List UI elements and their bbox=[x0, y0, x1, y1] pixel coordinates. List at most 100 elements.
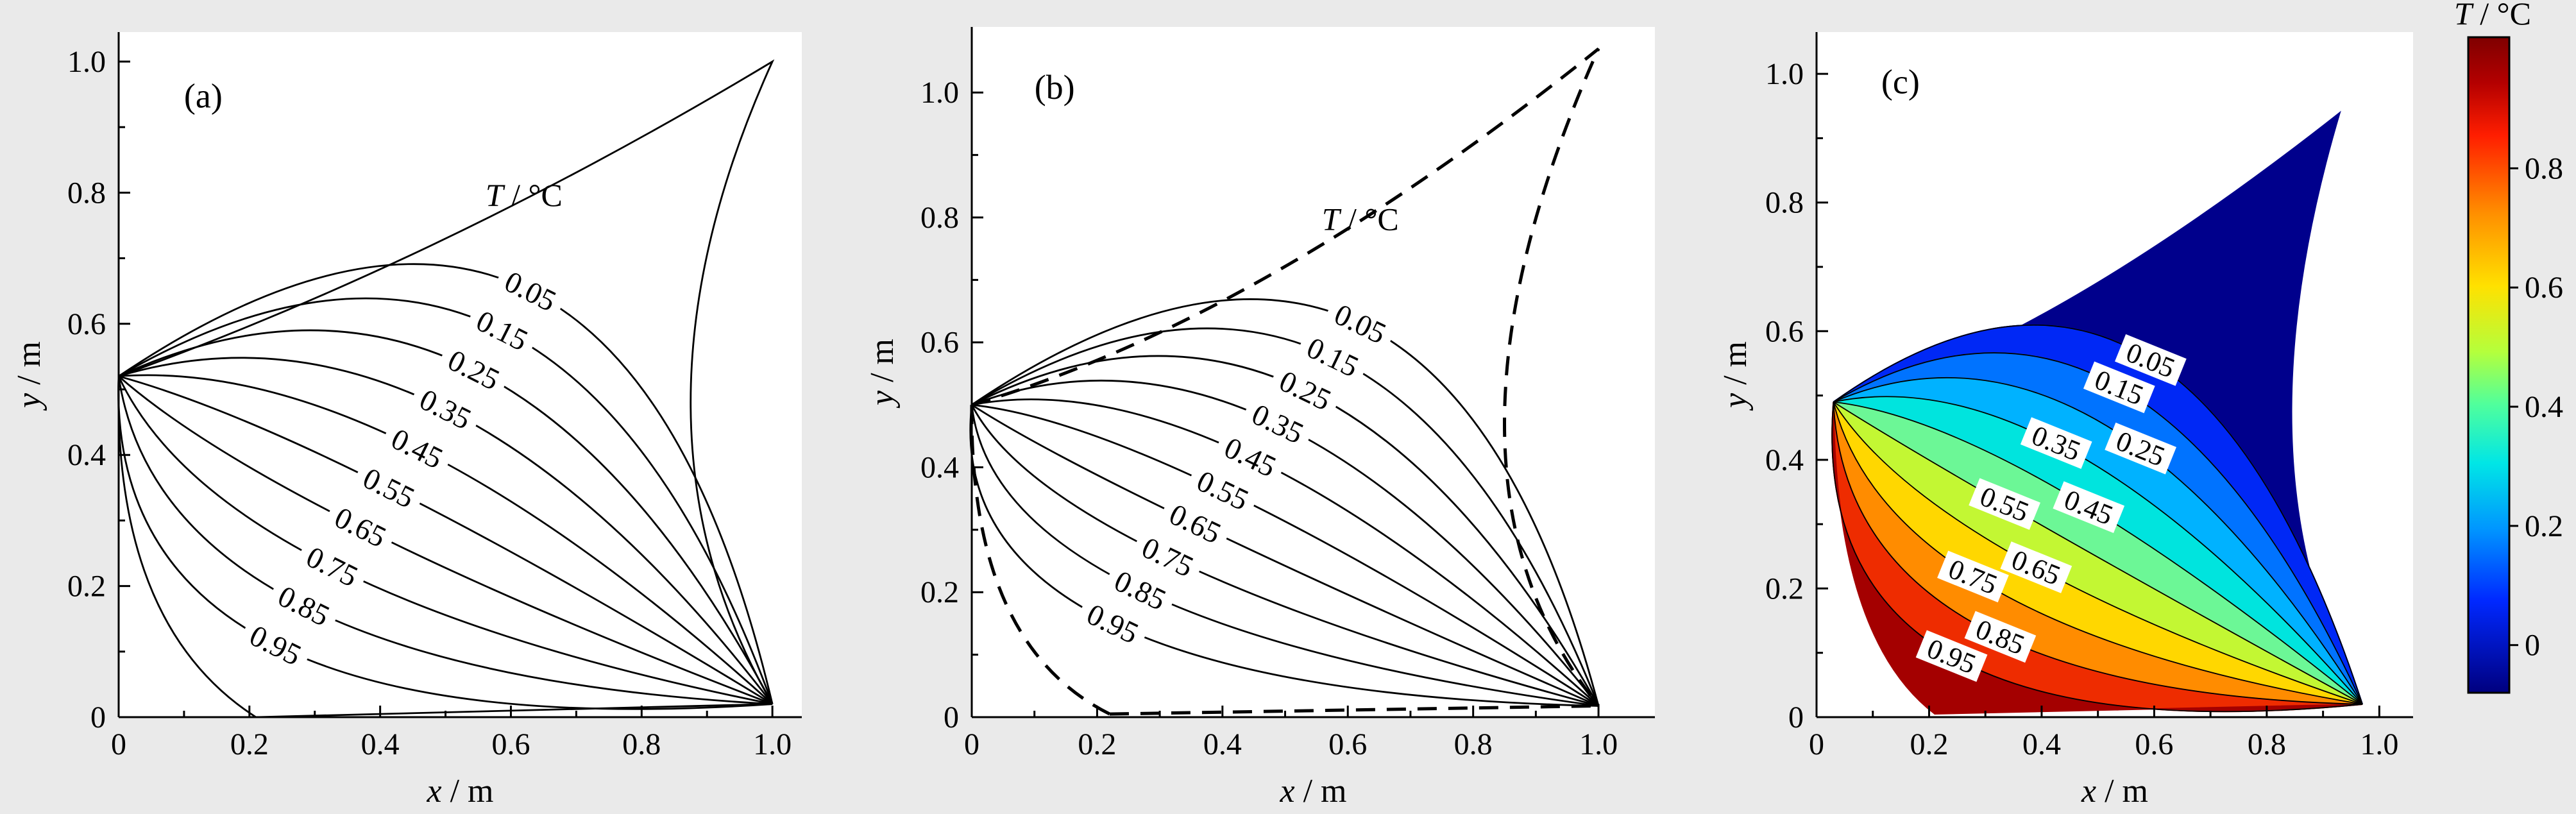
y-tick-label: 0.6 bbox=[1765, 314, 1804, 348]
contour-line bbox=[1833, 377, 2363, 705]
contour-label-bg bbox=[379, 418, 455, 479]
y-axis-label: y / m bbox=[1717, 341, 1754, 411]
contour-label-bg bbox=[2020, 417, 2092, 469]
y-tick-label: 1.0 bbox=[1765, 57, 1804, 91]
contour-label-bg bbox=[2115, 334, 2187, 386]
x-tick-label: 1.0 bbox=[2360, 727, 2398, 761]
contour-label-bg bbox=[2000, 541, 2072, 593]
colorbar-tick-label: 0.6 bbox=[2525, 271, 2563, 305]
domain-boundary bbox=[117, 376, 257, 718]
y-tick-label: 1.0 bbox=[920, 76, 959, 110]
contour-label-bg bbox=[1322, 294, 1399, 353]
x-tick-label: 0.2 bbox=[1078, 727, 1116, 761]
contour-label-bg bbox=[1157, 494, 1233, 553]
domain-boundary bbox=[1109, 704, 1599, 716]
domain-boundary bbox=[118, 59, 775, 705]
y-tick-label: 0.8 bbox=[1765, 186, 1804, 220]
x-tick-label: 0 bbox=[111, 727, 126, 761]
colorbar-tick-label: 0.4 bbox=[2525, 390, 2563, 424]
y-axis-label: y / m bbox=[864, 339, 901, 409]
contour-label-bg bbox=[1239, 394, 1316, 453]
contour-label-bg bbox=[436, 340, 512, 400]
y-tick-label: 1.0 bbox=[67, 45, 106, 79]
plot-title: T / °C bbox=[486, 177, 563, 213]
y-tick-label: 0 bbox=[944, 700, 959, 734]
x-tick-label: 0.8 bbox=[622, 727, 661, 761]
x-tick-label: 0.2 bbox=[1910, 727, 1948, 761]
contour-label-bg bbox=[1964, 611, 2037, 663]
y-tick-label: 0.6 bbox=[67, 307, 106, 341]
x-tick-label: 1.0 bbox=[753, 727, 792, 761]
x-tick-label: 0.6 bbox=[491, 727, 530, 761]
contour-label-bg bbox=[2105, 422, 2176, 475]
domain-boundary bbox=[971, 47, 1600, 708]
y-tick-label: 0.4 bbox=[1765, 443, 1804, 477]
contour-label-bg bbox=[294, 536, 371, 596]
x-axis-label: x / m bbox=[427, 773, 494, 810]
contour-line bbox=[1833, 401, 2363, 705]
contour-label-bg bbox=[1212, 427, 1289, 486]
contour-label-bg bbox=[1185, 461, 1261, 520]
contour-label-bg bbox=[1969, 478, 2040, 530]
y-axis-label: y / m bbox=[11, 341, 47, 411]
plot-title: T / °C bbox=[1322, 201, 1399, 237]
contour-label-bg bbox=[1102, 561, 1178, 620]
y-tick-label: 0.2 bbox=[920, 575, 959, 609]
x-tick-label: 0.4 bbox=[1203, 727, 1242, 761]
colorbar-title: T / °C bbox=[2454, 0, 2531, 31]
y-tick-label: 0.8 bbox=[920, 201, 959, 235]
x-tick-label: 0.2 bbox=[230, 727, 269, 761]
panel-tag: (b) bbox=[1035, 68, 1075, 106]
x-tick-label: 0 bbox=[964, 727, 979, 761]
contour-label-bg bbox=[322, 497, 399, 557]
contour-label-bg bbox=[492, 261, 569, 321]
contour-plot-b: 0.050.150.250.350.450.550.650.750.850.95… bbox=[864, 27, 1655, 810]
contour-label-bg bbox=[1937, 550, 2009, 603]
y-tick-label: 0.4 bbox=[920, 450, 959, 484]
filled-contour-plot-c: 0.050.150.250.350.450.550.650.750.850.95… bbox=[1717, 0, 2563, 810]
contour-label-bg bbox=[351, 458, 427, 518]
contour-label-bg bbox=[1130, 527, 1206, 586]
colorbar-tick-label: 0.8 bbox=[2525, 151, 2563, 185]
x-tick-label: 0.8 bbox=[2248, 727, 2286, 761]
contour-label-bg bbox=[407, 379, 484, 439]
panel-c: 0.05 0.15 0.25 0.35 0.45 0.55 0.65 0.75 0.85 0.95… bbox=[1706, 0, 2576, 814]
contour-plot-a: 0.050.150.250.350.450.550.650.750.850.95… bbox=[11, 32, 802, 810]
x-tick-label: 1.0 bbox=[1579, 727, 1618, 761]
x-tick-label: 0.4 bbox=[2022, 727, 2061, 761]
contour-label-bg bbox=[2083, 361, 2155, 414]
y-tick-label: 0.2 bbox=[1765, 572, 1804, 606]
x-tick-label: 0.6 bbox=[2135, 727, 2173, 761]
contour-label-bg bbox=[1294, 328, 1371, 386]
y-tick-label: 0.6 bbox=[920, 326, 959, 360]
panel-tag: (a) bbox=[184, 77, 223, 115]
colorbar-tick-label: 0.2 bbox=[2525, 509, 2563, 543]
plot-area bbox=[972, 27, 1655, 717]
contour-label-bg bbox=[1074, 594, 1151, 653]
x-tick-label: 0 bbox=[1809, 727, 1824, 761]
y-tick-label: 0 bbox=[1788, 700, 1804, 734]
x-tick-label: 0.4 bbox=[361, 727, 400, 761]
y-tick-label: 0.8 bbox=[67, 176, 106, 210]
contour-label-bg bbox=[1267, 360, 1344, 420]
x-axis-label: x / m bbox=[1280, 773, 1347, 810]
panel-b: 0.05 0.15 0.25 0.35 0.45 0.55 0.65 0.75 0.85 0.95… bbox=[853, 0, 1706, 814]
x-tick-label: 0.6 bbox=[1328, 727, 1367, 761]
contour-label-bg bbox=[464, 300, 541, 360]
panel-tag: (c) bbox=[1881, 62, 1920, 101]
y-tick-label: 0 bbox=[90, 700, 106, 734]
colorbar-tick-label: 0 bbox=[2525, 629, 2540, 663]
x-axis-label: x / m bbox=[2081, 773, 2148, 810]
domain-boundary bbox=[255, 703, 773, 718]
y-tick-label: 0.4 bbox=[67, 438, 106, 472]
contour-label-bg bbox=[2053, 481, 2125, 533]
colorbar bbox=[2467, 36, 2511, 694]
contour-line bbox=[1833, 401, 2363, 705]
panel-a: 0.05 0.15 0.25 0.35 0.45 0.55 0.65 0.75 0.85 0.95… bbox=[0, 0, 853, 814]
y-tick-label: 0.2 bbox=[67, 570, 106, 604]
x-tick-label: 0.8 bbox=[1454, 727, 1493, 761]
contour-label-bg bbox=[1915, 630, 1988, 683]
contour-label-bg bbox=[266, 576, 342, 636]
contour-label-bg bbox=[237, 615, 314, 675]
